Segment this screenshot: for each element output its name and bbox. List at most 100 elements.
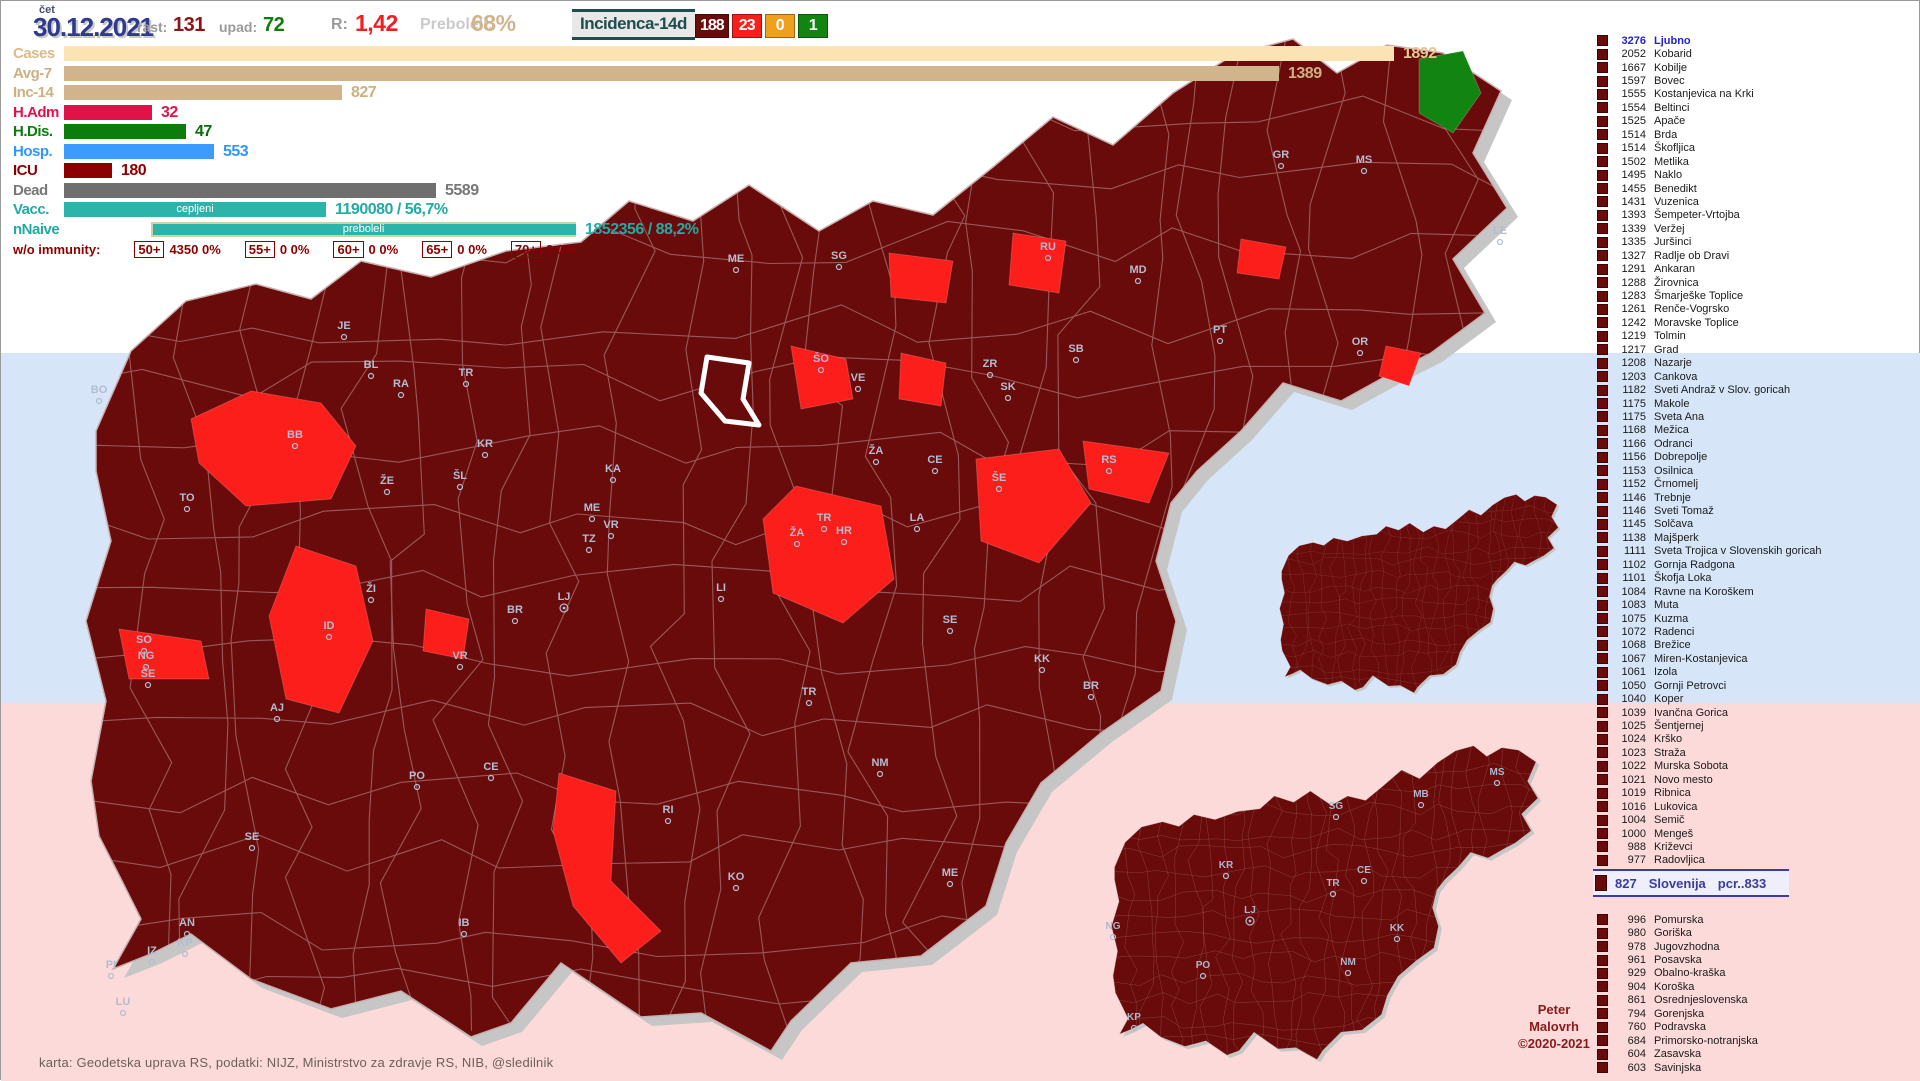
list-item[interactable]: 1455 Benedikt: [1597, 182, 1822, 195]
list-item[interactable]: 1514 Škofljica: [1597, 142, 1822, 155]
green-municipality[interactable]: [1418, 50, 1482, 134]
list-item[interactable]: 996 Pomurska: [1597, 913, 1758, 926]
list-item[interactable]: 1208 Nazarje: [1597, 357, 1822, 370]
stat-bar[interactable]: preboleli: [151, 221, 576, 237]
list-item[interactable]: 1431 Vuzenica: [1597, 195, 1822, 208]
list-item[interactable]: 1166 Odranci: [1597, 437, 1822, 450]
list-item[interactable]: 1024 Krško: [1597, 733, 1822, 746]
list-item[interactable]: 1288 Žirovnica: [1597, 276, 1822, 289]
list-item[interactable]: 1261 Renče-Vogrsko: [1597, 303, 1822, 316]
date-display[interactable]: 30.12.2021: [33, 12, 154, 42]
municipality-ranking-list[interactable]: 3276 Ljubno 2052 Kobarid 1667 Kobilje 1597 Bove…: [1597, 34, 1822, 867]
stat-bar[interactable]: [64, 85, 342, 100]
list-item[interactable]: 1023 Straža: [1597, 746, 1822, 759]
list-item[interactable]: 1502 Metlika: [1597, 155, 1822, 168]
list-item[interactable]: 1667 Kobilje: [1597, 61, 1822, 74]
list-item[interactable]: 1554 Beltinci: [1597, 101, 1822, 114]
list-item[interactable]: 1004 Semič: [1597, 813, 1822, 826]
list-item[interactable]: 1084 Ravne na Koroškem: [1597, 585, 1822, 598]
list-item[interactable]: 1050 Gornji Petrovci: [1597, 679, 1822, 692]
list-item[interactable]: 1075 Kuzma: [1597, 612, 1822, 625]
list-item[interactable]: 1061 Izola: [1597, 666, 1822, 679]
inset-map-regions[interactable]: MS MB SG CE KR TR LJ NG KK NM PO KP: [1106, 746, 1543, 1070]
list-item[interactable]: 1067 Miren-Kostanjevica: [1597, 652, 1822, 665]
stat-bar[interactable]: [64, 124, 186, 139]
list-item[interactable]: 1016 Lukovica: [1597, 800, 1822, 813]
list-item[interactable]: 1145 Solčava: [1597, 518, 1822, 531]
list-item[interactable]: 604 Zasavska: [1597, 1047, 1758, 1060]
list-item[interactable]: 1393 Šempeter-Vrtojba: [1597, 209, 1822, 222]
list-item[interactable]: 1019 Ribnica: [1597, 787, 1822, 800]
stat-bar[interactable]: [64, 46, 1394, 61]
list-item[interactable]: 1138 Majšperk: [1597, 531, 1822, 544]
stat-bar[interactable]: cepljeni: [64, 202, 326, 217]
list-item[interactable]: 760 Podravska: [1597, 1021, 1758, 1034]
list-item[interactable]: 1327 Radlje ob Dravi: [1597, 249, 1822, 262]
list-item[interactable]: 1102 Gornja Radgona: [1597, 558, 1822, 571]
age-group-box[interactable]: 70+: [510, 241, 541, 258]
list-item[interactable]: 1068 Brežice: [1597, 639, 1822, 652]
list-item[interactable]: 1495 Naklo: [1597, 168, 1822, 181]
list-item[interactable]: 1514 Brda: [1597, 128, 1822, 141]
list-item[interactable]: 1152 Črnomelj: [1597, 477, 1822, 490]
list-item[interactable]: 1111 Sveta Trojica v Slovenskih goricah: [1597, 545, 1822, 558]
list-item[interactable]: 961 Posavska: [1597, 953, 1758, 966]
list-item[interactable]: 978 Jugovzhodna: [1597, 940, 1758, 953]
list-item[interactable]: 1597 Bovec: [1597, 74, 1822, 87]
age-group-box[interactable]: 50+: [134, 241, 165, 258]
list-item[interactable]: 1335 Juršinci: [1597, 236, 1822, 249]
list-item[interactable]: 3276 Ljubno: [1597, 34, 1822, 47]
list-item[interactable]: 1203 Cankova: [1597, 370, 1822, 383]
list-item[interactable]: 1219 Tolmin: [1597, 330, 1822, 343]
stat-bar[interactable]: [64, 104, 152, 120]
region-ranking-list[interactable]: 996 Pomurska 980 Goriška 978 Jugovzhodna 961 Po…: [1597, 913, 1758, 1074]
list-item[interactable]: 794 Gorenjska: [1597, 1007, 1758, 1020]
list-item[interactable]: 1291 Ankaran: [1597, 262, 1822, 275]
list-item[interactable]: 1025 Šentjernej: [1597, 719, 1822, 732]
stat-bar[interactable]: [64, 143, 214, 159]
list-item[interactable]: 1072 Radenci: [1597, 625, 1822, 638]
list-item[interactable]: 1146 Trebnje: [1597, 491, 1822, 504]
list-item[interactable]: 1146 Sveti Tomaž: [1597, 504, 1822, 517]
list-item[interactable]: 980 Goriška: [1597, 926, 1758, 939]
highlighted-municipality-ljubno[interactable]: [698, 354, 762, 428]
list-item[interactable]: 904 Koroška: [1597, 980, 1758, 993]
stat-bar[interactable]: [64, 163, 112, 178]
list-item[interactable]: 977 Radovljica: [1597, 854, 1822, 867]
list-item[interactable]: 1083 Muta: [1597, 598, 1822, 611]
list-item[interactable]: 1101 Škofja Loka: [1597, 572, 1822, 585]
stat-bar[interactable]: [64, 182, 436, 198]
list-item[interactable]: 684 Primorsko-notranjska: [1597, 1034, 1758, 1047]
list-item[interactable]: 1156 Dobrepolje: [1597, 451, 1822, 464]
list-item[interactable]: 1339 Veržej: [1597, 222, 1822, 235]
list-item[interactable]: 1021 Novo mesto: [1597, 773, 1822, 786]
list-item[interactable]: 1242 Moravske Toplice: [1597, 316, 1822, 329]
list-item[interactable]: 1283 Šmarješke Toplice: [1597, 289, 1822, 302]
list-item[interactable]: 929 Obalno-kraška: [1597, 967, 1758, 980]
list-item[interactable]: 1022 Murska Sobota: [1597, 760, 1822, 773]
list-item[interactable]: 1168 Mežica: [1597, 424, 1822, 437]
list-item[interactable]: 1525 Apače: [1597, 115, 1822, 128]
incidence-mode-button[interactable]: Incidenca-14d: [572, 9, 695, 40]
list-item[interactable]: 1175 Makole: [1597, 397, 1822, 410]
age-group-box[interactable]: 55+: [244, 241, 275, 258]
age-group-box[interactable]: 60+: [333, 241, 364, 258]
list-item[interactable]: 1153 Osilnica: [1597, 464, 1822, 477]
list-item[interactable]: 1175 Sveta Ana: [1597, 410, 1822, 423]
list-item[interactable]: 2052 Kobarid: [1597, 47, 1822, 60]
list-item[interactable]: 1040 Koper: [1597, 692, 1822, 705]
inset-map-small[interactable]: [1279, 494, 1562, 699]
list-item[interactable]: 603 Savinjska: [1597, 1061, 1758, 1074]
age-group-box[interactable]: 65+: [422, 241, 453, 258]
slovenia-total-row[interactable]: 827 Slovenija pcr..833: [1593, 869, 1789, 897]
list-item[interactable]: 1555 Kostanjevica na Krki: [1597, 88, 1822, 101]
high-incidence-municipalities[interactable]: [118, 232, 1422, 964]
list-item[interactable]: 1000 Mengeš: [1597, 827, 1822, 840]
list-item[interactable]: 988 Križevci: [1597, 840, 1822, 853]
list-item[interactable]: 1217 Grad: [1597, 343, 1822, 356]
list-item[interactable]: 861 Osrednjeslovenska: [1597, 994, 1758, 1007]
stat-bar[interactable]: [64, 65, 1279, 81]
list-item[interactable]: 1182 Sveti Andraž v Slov. goricah: [1597, 383, 1822, 396]
